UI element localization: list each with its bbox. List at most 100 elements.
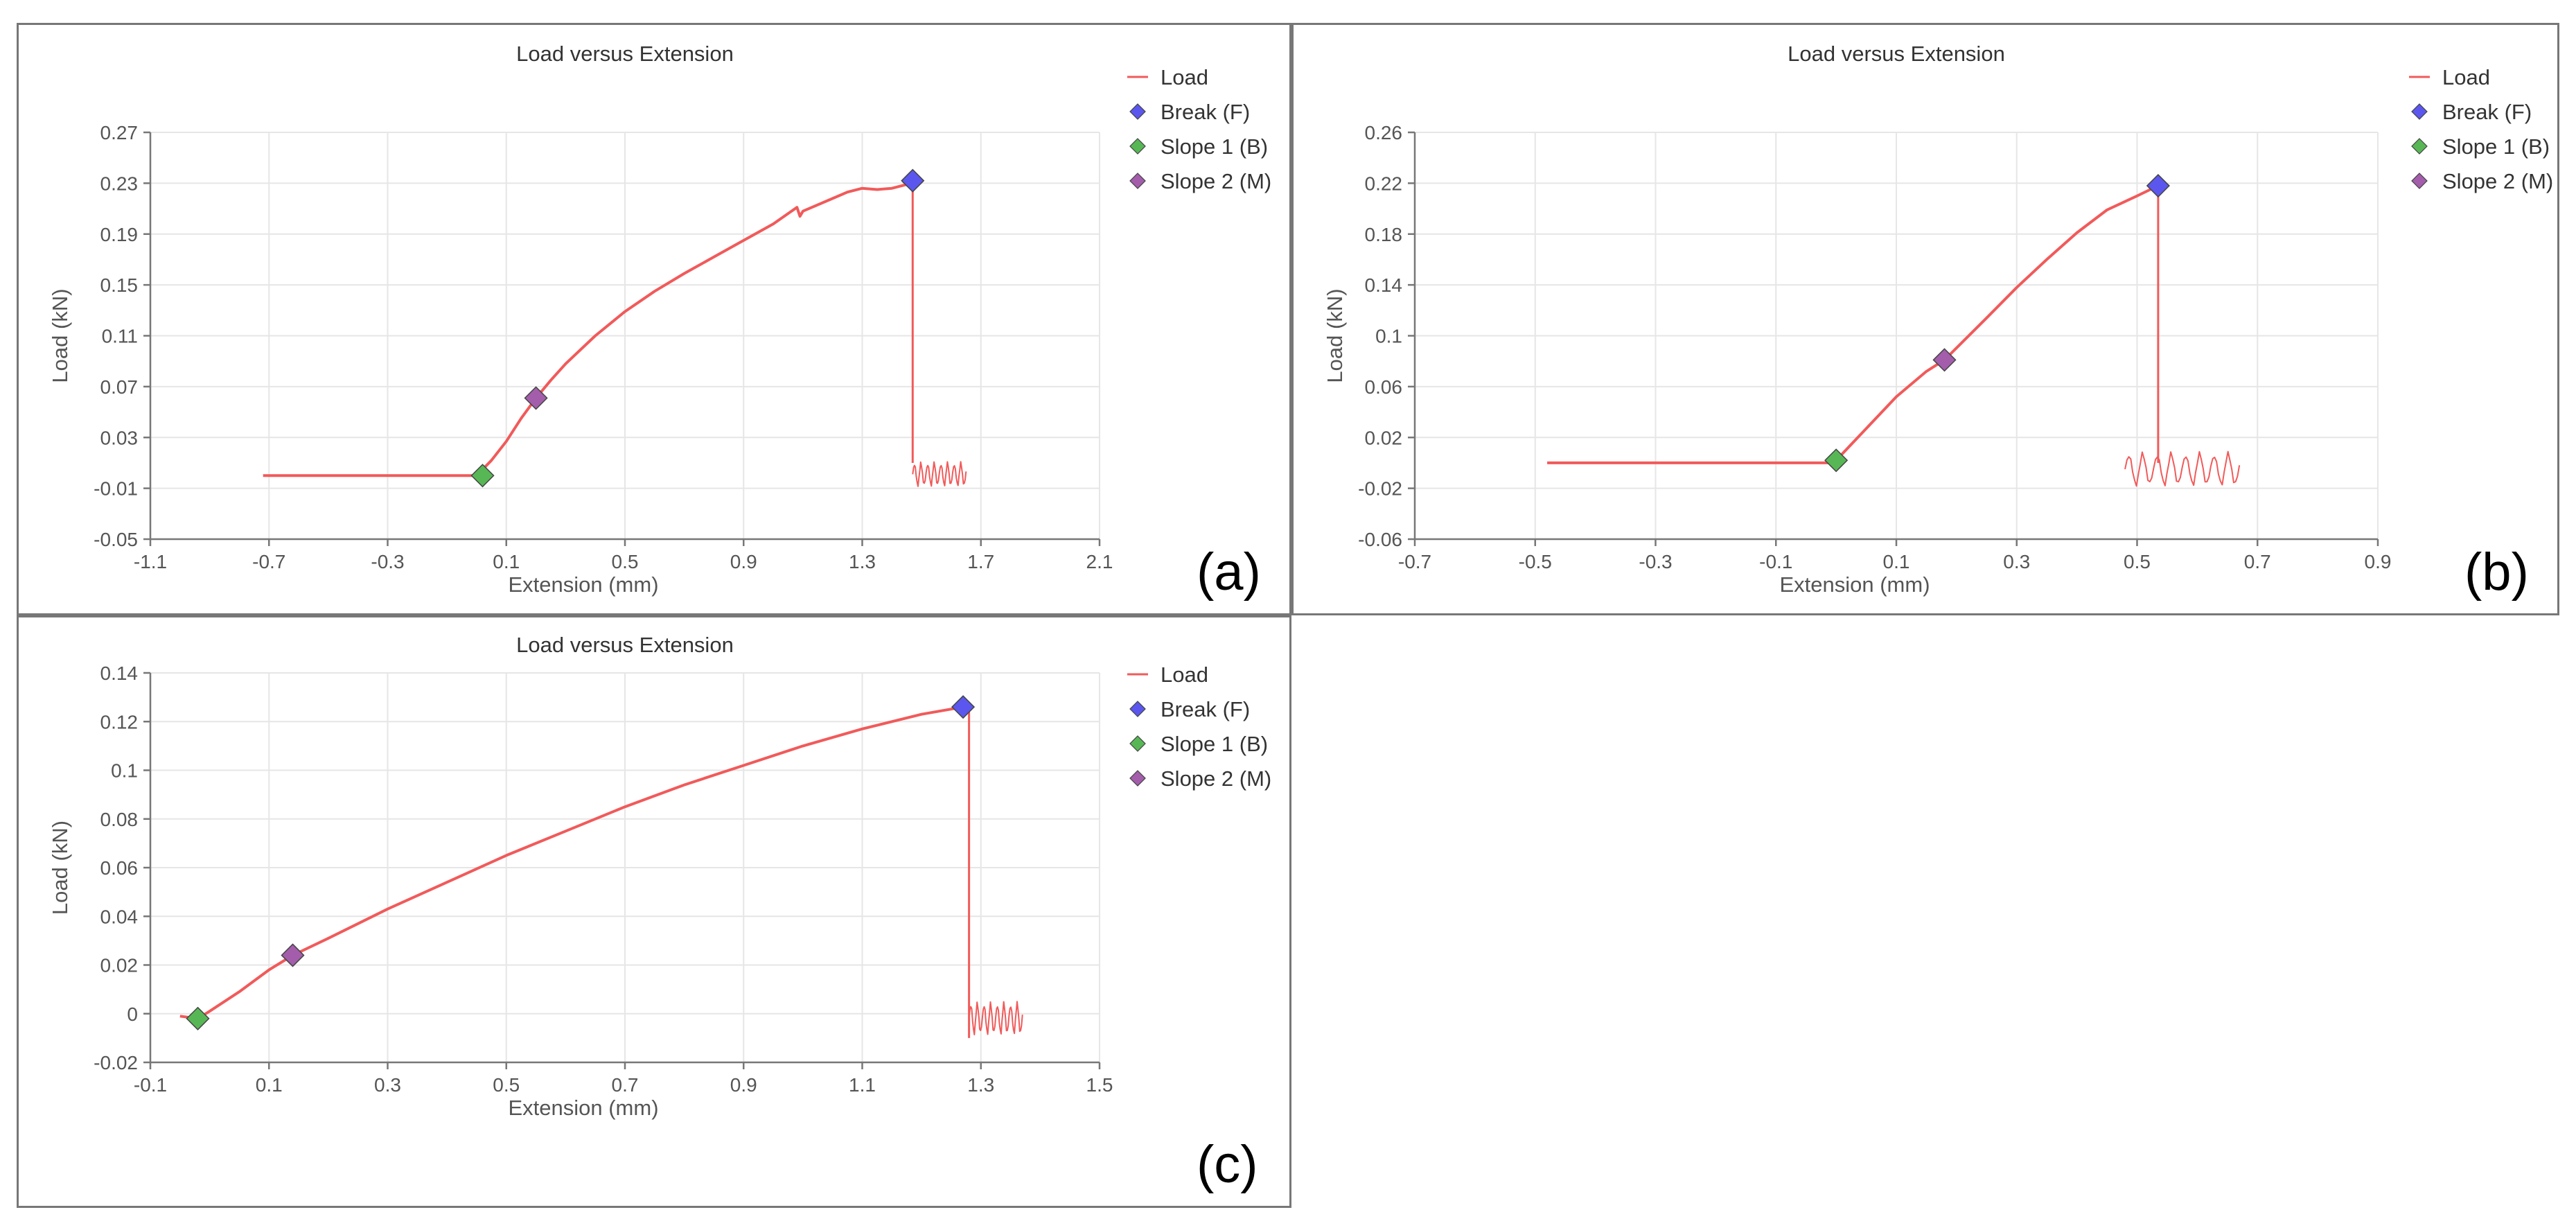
y-tick-label: 0.14 [1365,274,1403,296]
y-tick-label: 0.02 [1365,427,1403,448]
legend-slope2-label: Slope 2 (M) [2442,169,2553,193]
x-tick-label: 0.7 [2244,551,2271,572]
legend-break-label: Break (F) [1161,100,1250,124]
x-axis-label: Extension (mm) [1779,572,1930,597]
x-tick-label: 0.9 [2365,551,2392,572]
x-tick-label: 1.5 [1086,1074,1113,1096]
slope1-marker [1824,448,1849,473]
legend-break-swatch [1129,701,1146,717]
panel-label: (c) [1197,1135,1258,1194]
load-series-line [263,179,914,477]
x-tick-label: 0.5 [2124,551,2151,572]
legend-break-swatch [1129,103,1146,120]
x-axis-label: Extension (mm) [508,572,658,597]
x-tick-label: 0.9 [730,1074,757,1096]
x-tick-label: 0.3 [2003,551,2030,572]
x-tick-label: 0.3 [374,1074,401,1096]
x-tick-label: 0.1 [1883,551,1910,572]
post-break-noise [912,461,967,487]
x-tick-label: -0.5 [1519,551,1552,572]
break-marker [951,695,976,719]
y-tick-label: 0.22 [1365,173,1403,194]
y-axis-label: Load (kN) [48,288,72,383]
x-tick-label: -0.1 [1759,551,1792,572]
y-tick-label: -0.02 [94,1052,138,1073]
legend-slope2-swatch [2411,173,2428,189]
chart-panel-a: Load versus Extension -1.1 -0.7 -0.3 0.1 0.5 0… [17,23,1291,615]
x-tick-label: -1.1 [134,551,167,572]
y-tick-label: 0.27 [100,122,139,143]
y-tick-label: 0 [127,1003,138,1025]
legend-slope1-swatch [1129,735,1146,752]
chart-title: Load versus Extension [516,42,734,66]
slope1-marker [470,464,495,488]
x-tick-label: 1.1 [849,1074,876,1096]
x-tick-label: 0.1 [256,1074,283,1096]
slope2-marker [1932,348,1957,372]
y-tick-label: 0.12 [100,711,139,733]
y-tick-label: 0.15 [100,274,139,296]
y-tick-label: -0.06 [1358,529,1402,550]
chart-svg: Load versus Extension -0.7 -0.5 -0.3 -0.1 0.1… [1323,42,2553,602]
y-tick-label: 0.06 [100,857,139,879]
load-series-line [1547,184,2159,464]
x-tick-label: -0.7 [252,551,285,572]
chart-svg: Load versus Extension -1.1 -0.7 -0.3 0.1 0.5 0… [48,42,1271,602]
x-tick-label: 0.7 [612,1074,639,1096]
y-tick-label: 0.11 [102,326,138,347]
legend-slope1-swatch [1129,138,1146,155]
x-tick-label: 0.5 [612,551,639,572]
legend-break-label: Break (F) [1161,697,1250,721]
y-axis-label: Load (kN) [1323,288,1347,383]
chart-panel-b: Load versus Extension -0.7 -0.5 -0.3 -0.1 0.1… [1291,23,2559,615]
y-tick-label: -0.02 [1358,478,1402,500]
y-tick-label: 0.04 [100,906,139,927]
x-tick-label: -0.3 [371,551,404,572]
legend-break-label: Break (F) [2442,100,2532,124]
post-break-noise [968,1001,1023,1035]
y-tick-label: -0.01 [94,478,138,500]
legend-slope1-label: Slope 1 (B) [2442,134,2550,159]
x-tick-label: -0.1 [134,1074,167,1096]
y-tick-label: 0.1 [1375,326,1402,347]
y-tick-label: 0.26 [1365,122,1403,143]
legend-slope2-label: Slope 2 (M) [1161,169,1271,193]
y-tick-label: 0.03 [100,427,139,448]
y-tick-label: 0.23 [100,173,139,194]
chart-title: Load versus Extension [516,633,734,657]
slope2-marker [524,386,548,410]
legend-break-swatch [2411,103,2428,120]
x-tick-label: 1.3 [967,1074,994,1096]
x-tick-label: 0.1 [493,551,520,572]
slope1-marker [186,1006,210,1030]
x-tick-label: 2.1 [1086,551,1113,572]
x-tick-label: 0.5 [493,1074,520,1096]
legend-slope1-label: Slope 1 (B) [1161,732,1268,756]
x-tick-label: 1.7 [967,551,994,572]
y-tick-label: 0.06 [1365,376,1403,398]
panel-label: (a) [1197,543,1261,602]
legend-slope1-swatch [2411,138,2428,155]
break-marker [901,168,925,193]
y-axis-label: Load (kN) [48,821,72,915]
x-tick-label: 0.9 [730,551,757,572]
load-series-line [179,705,964,1020]
y-tick-label: 0.19 [100,224,139,245]
x-tick-label: -0.7 [1398,551,1431,572]
chart-panel-c: Load versus Extension -0.1 0.1 0.3 0.5 0.7 0.9… [17,615,1291,1208]
legend-load-label: Load [2442,65,2490,89]
legend-slope1-label: Slope 1 (B) [1161,134,1268,159]
legend-load-label: Load [1161,65,1208,89]
y-tick-label: 0.14 [100,663,139,684]
panel-label: (b) [2464,543,2529,602]
y-tick-label: 0.18 [1365,224,1403,245]
chart-title: Load versus Extension [1788,42,2005,66]
y-tick-label: 0.02 [100,955,139,976]
chart-svg: Load versus Extension -0.1 0.1 0.3 0.5 0.7 0.9… [48,633,1271,1194]
y-tick-label: 0.08 [100,809,139,830]
x-axis-label: Extension (mm) [508,1096,658,1120]
y-tick-label: -0.05 [94,529,138,550]
legend-slope2-label: Slope 2 (M) [1161,766,1271,791]
legend-load-label: Load [1161,663,1208,687]
y-tick-label: 0.07 [100,376,139,398]
